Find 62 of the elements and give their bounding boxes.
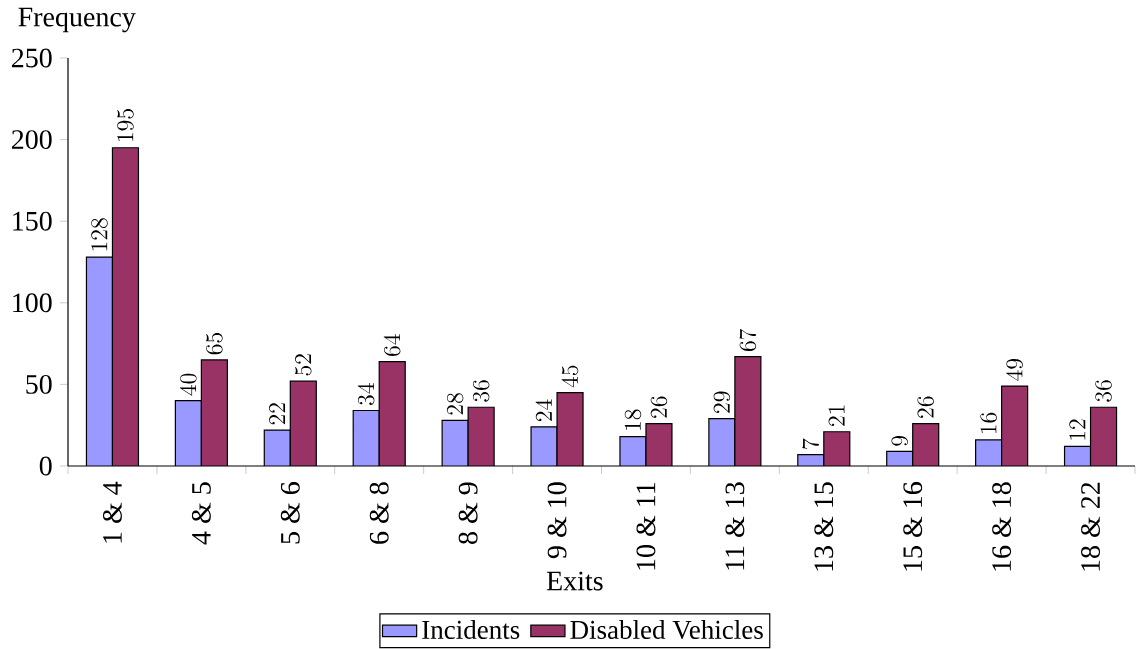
x-tick-label: 16 & 18 [992,482,1012,571]
data-label: 36 [472,380,490,402]
bar [1089,406,1118,466]
data-label: 22 [269,403,286,425]
data-label: 16 [980,412,997,434]
data-label: 40 [179,373,197,396]
data-label: 28 [446,393,464,415]
y-tick-label: 200 [11,130,52,150]
data-label: 18 [624,409,642,430]
data-label: 49 [1006,358,1023,381]
data-label: 67 [739,328,757,352]
data-label: 29 [713,391,731,413]
bar [379,361,406,466]
x-tick-label: 10 & 11 [636,482,656,570]
bar [264,430,291,466]
data-label: 65 [206,333,223,355]
x-tick-label: 11 & 13 [725,482,745,570]
y-axis-title: Frequency [18,7,136,33]
data-label: 7 [802,438,820,449]
bar [708,418,735,466]
legend-label: Disabled Vehicles [570,619,763,640]
x-tick-label: 5 & 6 [280,482,300,544]
bar [468,407,495,466]
bar [912,423,939,466]
data-label: 21 [828,405,845,426]
y-tick-label: 150 [13,211,52,231]
data-label: 26 [917,396,934,418]
data-label: 128 [91,218,108,251]
x-axis-title: Exits [546,571,603,591]
bar [557,392,584,466]
x-tick-label: 4 & 5 [191,482,211,545]
data-label: 34 [357,383,375,405]
bar [86,257,113,466]
y-tick-label: 250 [11,48,52,68]
x-tick-label: 15 & 16 [903,482,923,571]
data-label: 36 [1095,380,1112,402]
bar [823,431,850,466]
x-tick-label: 18 & 22 [1081,482,1100,571]
bar [290,381,317,466]
bar [201,359,228,466]
data-label: 26 [650,396,668,418]
x-tick-label: 1 & 4 [103,481,122,543]
y-tick-label: 100 [13,293,52,313]
legend-label: Incidents [422,619,520,639]
bar [353,410,380,466]
x-tick-label: 13 & 15 [814,482,834,571]
bar [1001,386,1028,466]
bar [175,400,202,466]
data-label: 52 [295,354,312,376]
y-tick-label: 0 [39,456,52,476]
x-tick-label: 9 & 10 [547,482,567,559]
data-label: 24 [535,399,552,422]
data-label: 64 [383,334,401,356]
bar [734,356,761,466]
data-label: 12 [1069,419,1086,440]
x-tick-label: 6 & 8 [369,482,389,544]
data-label: 195 [117,109,134,141]
y-tick-label: 50 [26,374,52,394]
data-label: 9 [891,435,908,446]
x-tick-label: 8 & 9 [458,482,478,544]
bar [112,147,139,466]
data-label: 45 [561,365,579,388]
